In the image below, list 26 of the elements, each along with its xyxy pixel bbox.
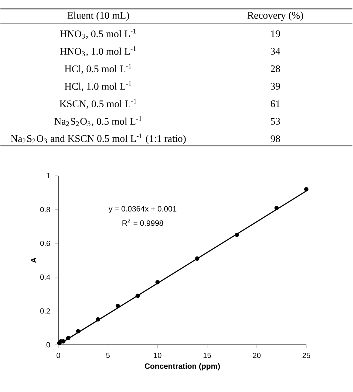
data-label: 98 bbox=[270, 136, 280, 142]
data-label: 28 bbox=[270, 66, 280, 72]
data-label: 61 bbox=[270, 100, 280, 108]
point bbox=[274, 206, 279, 210]
category-label: Na$_{2}$S$_{2}$O$_{3}$, 0.5 mol L$^{-1}$ bbox=[54, 116, 142, 126]
point bbox=[304, 187, 309, 192]
category-label: HNO$_{3}$, 0.5 mol L$^{-1}$ bbox=[60, 29, 136, 39]
category-label: HCl, 0.5 mol L$^{-1}$ bbox=[64, 64, 132, 74]
point bbox=[195, 256, 200, 261]
data-label: 39 bbox=[270, 83, 280, 90]
category-label: HNO$_{3}$, 1.0 mol L$^{-1}$ bbox=[60, 46, 136, 56]
point bbox=[116, 304, 120, 308]
text: Eluent (10 mL) bbox=[68, 12, 130, 22]
data-label: 53 bbox=[271, 118, 280, 125]
point bbox=[76, 329, 80, 334]
point bbox=[156, 280, 160, 285]
category-label: Na$_{2}$S$_{2}$O$_{3}$ and KSCN 0.5 mol L$^{-1}$ (1:1 ratio) bbox=[10, 134, 186, 144]
category-label: KSCN, 0.5 mol L$^{-1}$ bbox=[60, 99, 136, 109]
data-label: 19 bbox=[271, 30, 280, 38]
point bbox=[136, 294, 140, 298]
point bbox=[96, 318, 100, 322]
point bbox=[66, 336, 71, 340]
data-label: 34 bbox=[270, 48, 280, 55]
text: Recovery (%) bbox=[248, 12, 304, 22]
category-label: HCl, 1.0 mol L$^{-1}$ bbox=[64, 82, 132, 92]
point bbox=[234, 233, 240, 238]
